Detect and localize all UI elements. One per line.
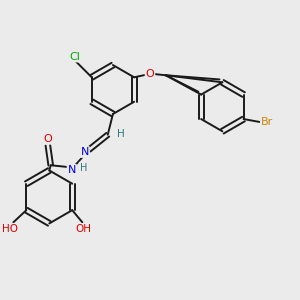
Text: H: H <box>80 163 87 172</box>
Text: H: H <box>117 129 124 139</box>
Text: O: O <box>146 69 154 79</box>
Text: Br: Br <box>261 117 273 127</box>
Text: N: N <box>80 147 89 157</box>
Text: O: O <box>43 134 52 144</box>
Text: HO: HO <box>2 224 18 234</box>
Text: OH: OH <box>75 224 91 234</box>
Text: N: N <box>68 165 76 175</box>
Text: Cl: Cl <box>69 52 80 61</box>
